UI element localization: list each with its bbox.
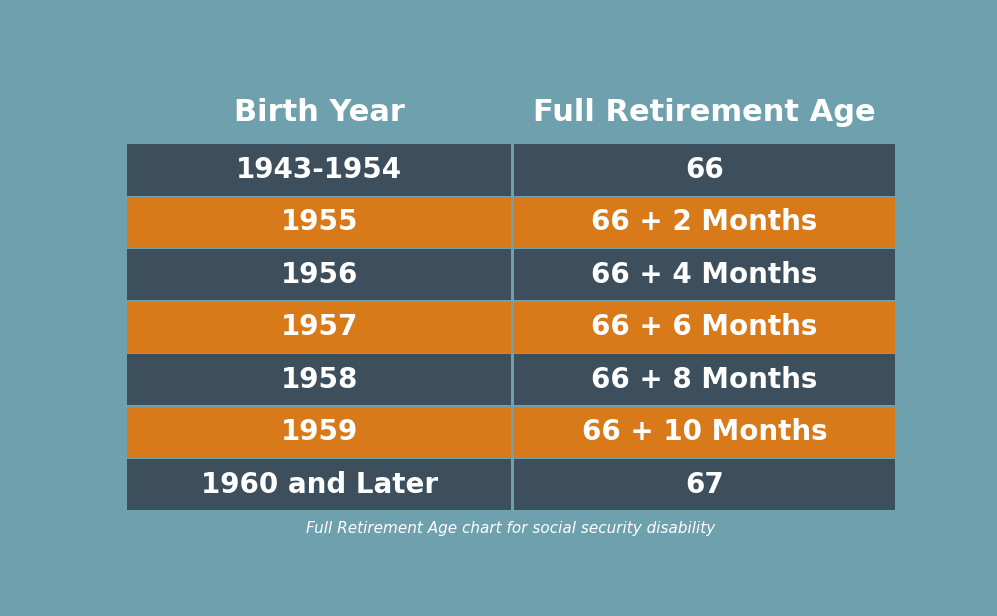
Bar	[127, 458, 895, 460]
Bar	[513, 406, 895, 458]
Text: Birth Year: Birth Year	[233, 98, 405, 127]
Bar	[513, 144, 895, 197]
Text: 66 + 10 Months: 66 + 10 Months	[581, 418, 828, 447]
Bar	[127, 301, 511, 354]
Bar	[511, 81, 513, 511]
Bar	[127, 406, 511, 458]
Bar	[127, 81, 511, 144]
Bar	[513, 197, 895, 249]
Bar	[127, 354, 511, 406]
Text: 1956: 1956	[280, 261, 358, 289]
Text: 1957: 1957	[280, 314, 358, 341]
Bar	[127, 248, 895, 249]
Bar	[513, 81, 895, 144]
Bar	[513, 301, 895, 354]
Text: 66 + 6 Months: 66 + 6 Months	[591, 314, 818, 341]
Text: 1959: 1959	[280, 418, 358, 447]
Bar	[513, 458, 895, 511]
Text: Full Retirement Age: Full Retirement Age	[533, 98, 875, 127]
Text: 1955: 1955	[280, 208, 358, 237]
Bar	[127, 144, 511, 197]
Text: 66 + 4 Months: 66 + 4 Months	[591, 261, 818, 289]
Bar	[127, 195, 895, 197]
Bar	[127, 249, 511, 301]
Bar	[127, 353, 895, 354]
Bar	[127, 458, 511, 511]
Bar	[127, 143, 895, 145]
Bar	[513, 249, 895, 301]
Text: Full Retirement Age chart for social security disability: Full Retirement Age chart for social sec…	[306, 521, 716, 536]
Text: 66 + 2 Months: 66 + 2 Months	[591, 208, 818, 237]
Text: 66: 66	[685, 156, 724, 184]
Text: 1960 and Later: 1960 and Later	[200, 471, 438, 499]
Text: 1943-1954: 1943-1954	[236, 156, 402, 184]
Bar	[127, 197, 511, 249]
Text: 67: 67	[685, 471, 724, 499]
Text: 66 + 8 Months: 66 + 8 Months	[591, 366, 818, 394]
Bar	[127, 510, 895, 512]
Bar	[127, 301, 895, 302]
Bar	[127, 405, 895, 407]
Bar	[127, 511, 895, 546]
Bar	[513, 354, 895, 406]
Text: 1958: 1958	[280, 366, 358, 394]
